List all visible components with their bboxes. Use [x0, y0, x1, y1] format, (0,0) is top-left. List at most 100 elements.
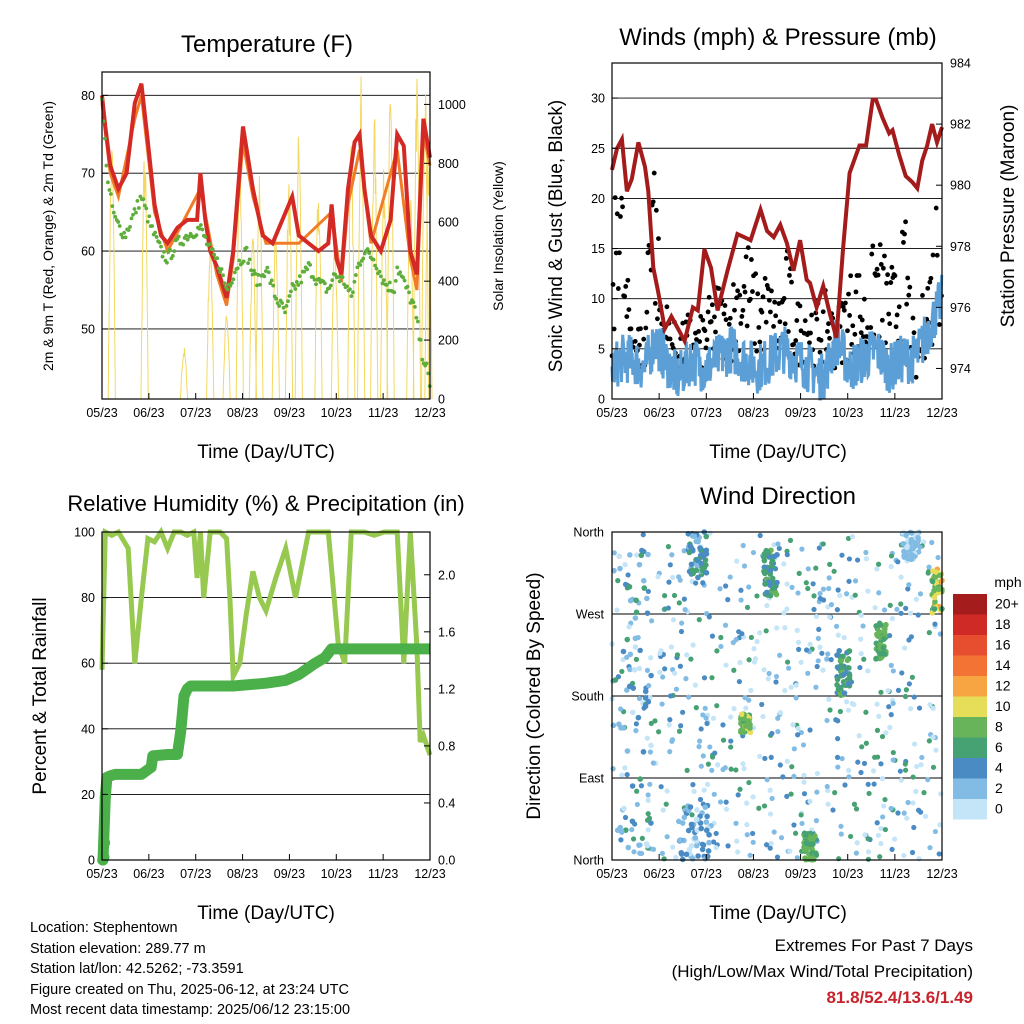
wind-direction-point: [645, 588, 651, 595]
legend-label: 4: [995, 760, 1003, 776]
wind-direction-point: [647, 781, 653, 787]
dewpoint-point: [142, 203, 147, 208]
wind-direction-point: [890, 749, 896, 756]
wind-direction-point: [813, 818, 820, 824]
wind-direction-point: [725, 843, 731, 849]
gust-point: [643, 325, 649, 331]
wind-direction-point: [733, 637, 739, 643]
gust-point: [879, 317, 885, 323]
wind-direction-point: [713, 830, 719, 837]
wind-direction-point: [877, 651, 884, 657]
gust-point: [706, 294, 712, 300]
wind-direction-point: [648, 720, 654, 726]
legend-swatch: [953, 737, 987, 758]
extremes-heading: Extremes For Past 7 Days: [774, 936, 973, 955]
wind-direction-point: [852, 578, 859, 584]
wind-direction-point: [887, 602, 893, 608]
legend-swatch: [953, 614, 987, 635]
wind-direction-point: [825, 787, 831, 794]
wind-direction-point: [738, 597, 744, 603]
wind-direction-point: [662, 666, 668, 672]
wind-direction-point: [680, 709, 686, 715]
wind-direction-point: [878, 689, 884, 695]
wind-direction-point: [717, 586, 723, 592]
gust-point: [825, 329, 830, 334]
wind-direction-point: [686, 549, 693, 556]
gust-point: [906, 292, 912, 298]
wind-direction-point: [747, 729, 754, 736]
wind-direction-point: [725, 597, 731, 603]
wind-direction-point: [932, 574, 939, 581]
wind-direction-point: [624, 654, 630, 660]
wind-direction-point: [879, 775, 886, 782]
wind-direction-point: [750, 830, 756, 837]
wind-direction-point: [817, 595, 823, 602]
gust-point: [896, 304, 902, 310]
wind-direction-point: [888, 712, 894, 718]
gust-point: [882, 253, 887, 259]
dewpoint-point: [129, 216, 134, 221]
wind-direction-point: [899, 670, 905, 676]
gust-point: [753, 271, 759, 277]
temperature-x-ticks: 05/23 06/23 07/23 08/23 09/23 10/23 11/23 12/23: [86, 393, 446, 420]
wind-direction-point: [746, 657, 752, 663]
gust-point: [910, 315, 916, 321]
dewpoint-point: [337, 279, 342, 284]
wind-direction-point: [645, 792, 651, 798]
wind-direction-point: [880, 814, 886, 820]
dewpoint-point: [252, 268, 256, 273]
wind-direction-point: [835, 718, 841, 724]
gust-point: [757, 339, 763, 345]
gust-point: [704, 337, 710, 343]
gust-point: [612, 195, 618, 201]
wind-direction-point: [890, 668, 896, 674]
wind-direction-point: [640, 749, 647, 755]
wind-direction-point: [668, 644, 675, 650]
dewpoint-point: [154, 235, 159, 239]
gust-point: [619, 195, 624, 201]
gust-point: [750, 289, 755, 294]
wind-direction-point: [889, 615, 895, 622]
wind-direction-point: [689, 567, 695, 573]
gust-point: [807, 340, 812, 346]
x-tick-label: 09/23: [274, 867, 305, 881]
dewpoint-point: [281, 305, 286, 310]
wind-direction-point: [773, 673, 780, 680]
dewpoint-point: [380, 281, 385, 286]
wind-direction-point: [660, 807, 666, 813]
dewpoint-point: [122, 230, 127, 235]
wind-direction-point: [636, 842, 642, 848]
dewpoint-point: [128, 224, 132, 229]
solar-insolation-curve: [271, 236, 280, 400]
wind-direction-point: [728, 766, 734, 772]
wind-direction-point: [751, 659, 758, 665]
dewpoint-point: [187, 234, 191, 239]
dewpoint-point: [160, 254, 165, 259]
gust-point: [745, 245, 751, 251]
wind-direction-point: [819, 650, 825, 656]
wind-direction-point: [747, 852, 753, 858]
wind-direction-point: [907, 610, 914, 616]
y2-tick-label: 984: [950, 57, 971, 71]
wind-direction-point: [735, 792, 741, 798]
wind-direction-point: [733, 767, 739, 773]
y2-tick-label: 2.0: [438, 568, 455, 582]
wind-direction-point: [677, 577, 683, 583]
wind-direction-point: [895, 810, 901, 816]
wind-direction-point: [878, 761, 884, 767]
y2-tick-label: 800: [438, 157, 459, 171]
wind-direction-point: [723, 806, 730, 812]
y2-tick-label: 982: [950, 118, 971, 132]
wind-direction-point: [784, 606, 790, 612]
wind-direction-point: [898, 574, 904, 580]
gust-point: [817, 349, 823, 355]
wind-direction-point: [690, 782, 696, 788]
wind-direction-point: [781, 610, 787, 616]
wind-direction-point: [684, 767, 690, 773]
wind-direction-point: [791, 773, 797, 779]
dewpoint-point: [367, 251, 372, 255]
precipitation-right-ticks: 0.0 0.4 0.8 1.2 1.6 2.0: [424, 568, 455, 868]
gust-point: [768, 309, 773, 315]
dewpoint-point: [353, 273, 358, 277]
y-tick-label: 20: [81, 788, 95, 802]
